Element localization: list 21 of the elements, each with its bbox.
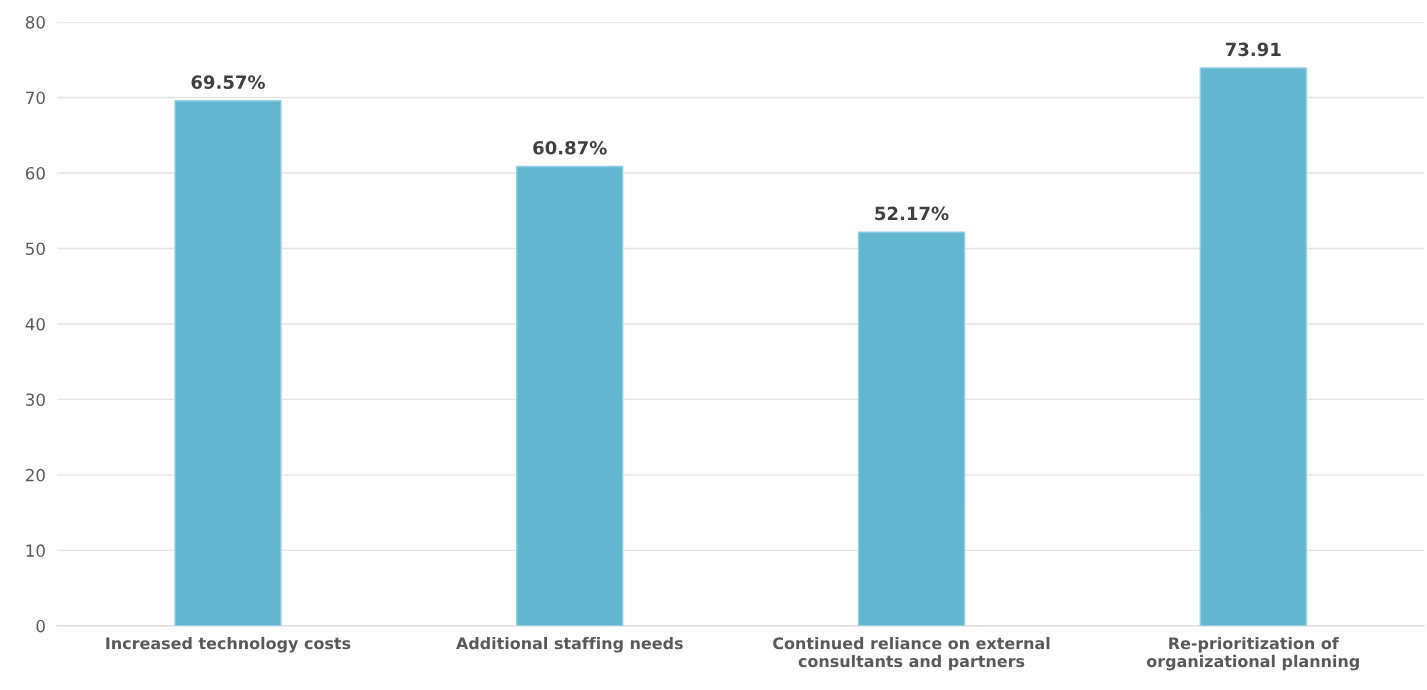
y-tick-label: 70 xyxy=(26,91,45,105)
y-tick-label: 80 xyxy=(25,16,45,29)
data-label: 52.17% xyxy=(875,206,949,221)
bar xyxy=(857,231,966,626)
bar xyxy=(1199,67,1307,626)
x-tick-label: Continued reliance on external consultants and partners xyxy=(773,636,1050,671)
bar xyxy=(516,165,624,626)
x-tick-label: Re-prioritization of organizational planning xyxy=(1146,636,1359,671)
data-label: 69.57% xyxy=(191,75,265,89)
y-tick-label: 0 xyxy=(36,619,45,633)
data-label: 60.87% xyxy=(533,140,607,155)
y-tick-label: 20 xyxy=(25,468,45,482)
y-tick-label: 10 xyxy=(26,544,45,557)
y-tick-label: 50 xyxy=(26,242,45,256)
bar xyxy=(174,100,282,626)
x-tick-label: Additional staffing needs xyxy=(456,636,683,653)
data-label: 73.91 xyxy=(1225,42,1281,57)
x-tick-label: Increased technology costs xyxy=(106,636,351,653)
y-tick-label: 30 xyxy=(26,393,45,406)
y-tick-label: 40 xyxy=(25,317,45,331)
y-tick-label: 60 xyxy=(25,166,45,180)
